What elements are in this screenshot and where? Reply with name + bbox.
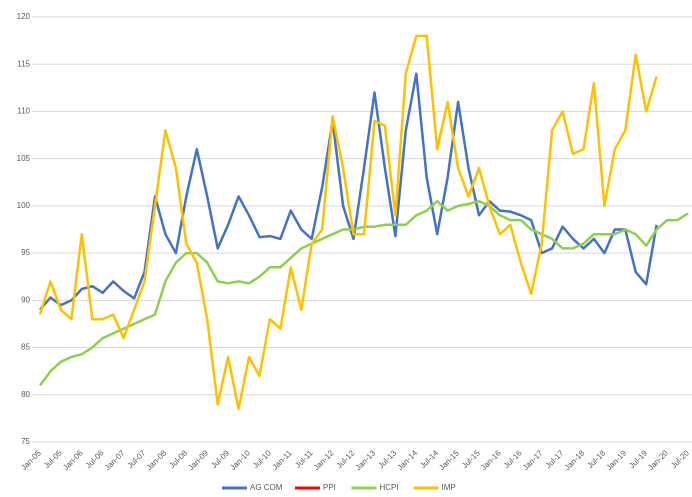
y-tick-label: 85 [21, 343, 30, 352]
x-tick-label: Jan-10 [228, 448, 252, 472]
legend-label: PPI [323, 483, 336, 492]
x-tick-label: Jan-17 [521, 448, 545, 472]
legend-label: IMP [442, 483, 456, 492]
y-tick-label: 110 [17, 107, 30, 116]
x-tick-label: Jan-05 [19, 448, 43, 472]
x-tick-label: Jul-20 [669, 448, 691, 470]
y-tick-label: 120 [17, 12, 31, 21]
y-tick-label: 90 [21, 295, 30, 304]
series-line [38, 34, 658, 411]
x-tick-label: Jan-18 [563, 448, 587, 472]
y-tick-label: 95 [21, 248, 30, 257]
y-tick-label: 100 [17, 201, 31, 210]
x-tick-label: Jan-20 [646, 448, 670, 472]
legend-label: AG COM [250, 483, 283, 492]
y-tick-label: 75 [21, 437, 30, 446]
legend-label: HCPI [380, 483, 399, 492]
x-tick-label: Jan-08 [145, 448, 169, 472]
x-tick-label: Jan-14 [395, 448, 419, 472]
x-tick-label: Jan-09 [186, 448, 210, 472]
x-tick-label: Jul-10 [251, 448, 273, 470]
x-tick-label: Jan-15 [437, 448, 461, 472]
x-tick-label: Jan-12 [312, 448, 336, 472]
x-tick-label: Jan-13 [354, 448, 378, 472]
x-tick-label: Jan-07 [103, 448, 127, 472]
x-tick-label: Jan-19 [605, 448, 629, 472]
y-tick-label: 115 [17, 59, 30, 68]
x-tick-label: Jan-16 [479, 448, 503, 472]
x-tick-label: Jan-11 [270, 448, 294, 472]
y-tick-label: 80 [21, 390, 30, 399]
y-tick-label: 105 [17, 154, 31, 163]
x-tick-label: Jan-06 [61, 448, 85, 472]
series-line [39, 72, 658, 311]
